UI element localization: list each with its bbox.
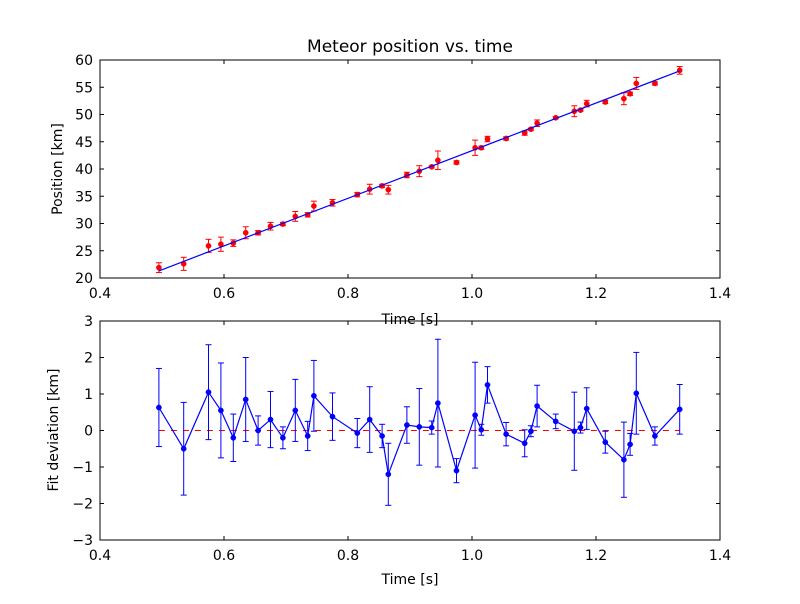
y-tick-label: −3 bbox=[72, 533, 93, 549]
data-point bbox=[230, 434, 237, 441]
data-point bbox=[255, 427, 261, 434]
data-point bbox=[180, 445, 187, 452]
y-axis-label: Fit deviation [km] bbox=[46, 368, 62, 491]
data-point bbox=[379, 433, 385, 439]
data-point bbox=[435, 157, 441, 164]
y-tick-label: 40 bbox=[75, 162, 93, 178]
y-axis-label: Position [km] bbox=[50, 123, 66, 215]
plot-frame bbox=[99, 320, 721, 541]
y-tick-label: 45 bbox=[75, 135, 93, 151]
y-tick-label: 25 bbox=[75, 244, 93, 260]
data-point bbox=[583, 405, 590, 412]
y-tick-label: 2 bbox=[84, 351, 93, 367]
data-point bbox=[627, 441, 633, 448]
x-tick-label: 1.0 bbox=[461, 548, 483, 564]
data-point bbox=[453, 159, 460, 166]
y-tick-label: 20 bbox=[75, 271, 93, 287]
data-point bbox=[484, 136, 491, 142]
data-point bbox=[627, 90, 633, 97]
x-tick-label: 0.8 bbox=[337, 548, 359, 564]
y-tick-label: 60 bbox=[75, 53, 93, 69]
data-point bbox=[292, 407, 299, 414]
data-point bbox=[156, 264, 162, 271]
data-point bbox=[503, 431, 509, 437]
y-tick-label: 1 bbox=[84, 387, 93, 403]
x-tick-label: 0.4 bbox=[89, 286, 111, 302]
data-point bbox=[242, 229, 249, 236]
x-tick-label: 0.6 bbox=[213, 286, 235, 302]
data-point bbox=[205, 389, 212, 396]
x-tick-label: 1.2 bbox=[585, 548, 607, 564]
data-point bbox=[528, 428, 534, 435]
x-axis-label: Time [s] bbox=[381, 312, 439, 328]
data-point bbox=[534, 403, 540, 409]
data-point bbox=[435, 400, 441, 406]
data-point bbox=[354, 430, 361, 436]
data-point bbox=[329, 413, 336, 420]
data-point bbox=[366, 416, 373, 423]
y-tick-label: −1 bbox=[72, 460, 93, 476]
y-tick-label: 55 bbox=[75, 80, 93, 96]
data-point bbox=[453, 467, 460, 474]
data-point bbox=[472, 412, 478, 419]
y-tick-label: 0 bbox=[84, 424, 93, 440]
data-point bbox=[621, 456, 627, 463]
data-point bbox=[633, 80, 640, 87]
x-axis-label: Time [s] bbox=[381, 572, 439, 588]
data-point bbox=[428, 424, 435, 431]
data-point bbox=[404, 422, 410, 428]
chart-title: Meteor position vs. time bbox=[307, 37, 513, 57]
data-point bbox=[205, 242, 212, 249]
fit-line bbox=[158, 70, 680, 272]
data-point bbox=[218, 407, 224, 414]
data-point bbox=[552, 418, 559, 425]
y-tick-label: 50 bbox=[75, 108, 93, 124]
x-tick-label: 1.4 bbox=[709, 548, 731, 564]
data-point bbox=[602, 439, 609, 446]
data-point bbox=[676, 406, 683, 413]
data-point bbox=[652, 433, 658, 439]
x-tick-label: 0.8 bbox=[337, 286, 359, 302]
x-tick-label: 1.4 bbox=[709, 286, 731, 302]
data-point bbox=[571, 428, 578, 435]
y-tick-label: 3 bbox=[84, 314, 93, 330]
data-point bbox=[311, 203, 317, 209]
data-point bbox=[156, 404, 162, 411]
data-point bbox=[478, 426, 485, 433]
x-tick-label: 1.2 bbox=[585, 286, 607, 302]
data-point bbox=[633, 390, 640, 397]
data-point bbox=[416, 424, 423, 430]
data-point bbox=[521, 440, 528, 447]
data-point bbox=[267, 416, 274, 423]
data-point bbox=[621, 95, 627, 102]
position-panel: Meteor position vs. time Time [s] Positi… bbox=[50, 37, 731, 328]
x-tick-label: 1.0 bbox=[461, 286, 483, 302]
data-point bbox=[577, 424, 584, 431]
data-point bbox=[242, 396, 249, 403]
y-tick-label: 30 bbox=[75, 217, 93, 233]
x-tick-label: 0.4 bbox=[89, 548, 111, 564]
data-point bbox=[280, 434, 286, 441]
deviation-panel: Time [s] Fit deviation [km] 0.4 0.6 0.8 1.0… bbox=[46, 314, 731, 588]
plot-frame bbox=[99, 59, 721, 279]
data-point bbox=[304, 433, 311, 439]
y-tick-label: 35 bbox=[75, 189, 93, 205]
data-point bbox=[311, 392, 317, 399]
y-tick-label: −2 bbox=[72, 497, 93, 513]
data-point bbox=[385, 471, 392, 478]
x-tick-label: 0.6 bbox=[213, 548, 235, 564]
data-point bbox=[484, 382, 491, 388]
data-point bbox=[385, 186, 392, 193]
